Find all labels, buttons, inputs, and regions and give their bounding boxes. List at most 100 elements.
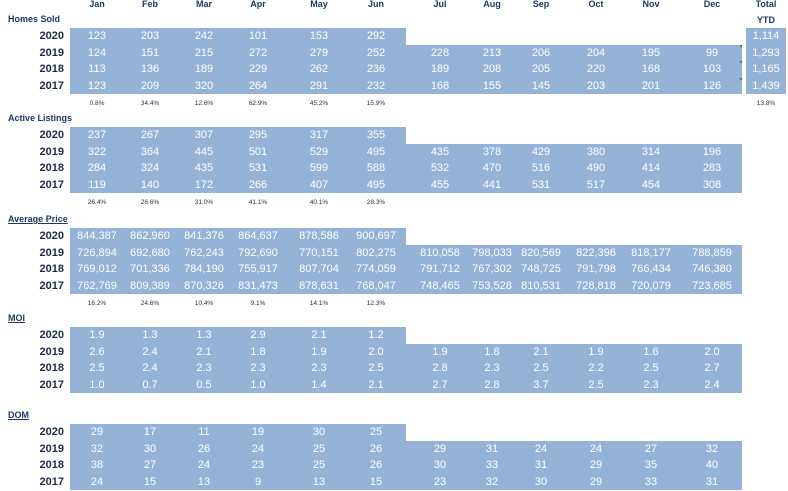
table-cell: 23 xyxy=(433,475,447,488)
table-cell: 262 xyxy=(309,63,329,75)
table-cell: 753,528 xyxy=(472,279,512,292)
table-cell: 124 xyxy=(87,46,107,59)
ytd-cell: 1,439 xyxy=(752,79,780,92)
table-cell: 2.5 xyxy=(89,362,105,374)
table-cell: 2.5 xyxy=(368,362,384,374)
percent-change: 41.1% xyxy=(248,199,268,206)
table-cell: 206 xyxy=(531,46,551,59)
table-cell: 807,704 xyxy=(299,263,339,275)
table-cell: 900,697 xyxy=(356,230,396,242)
table-cell: 317 xyxy=(309,129,329,141)
table-cell: 784,190 xyxy=(184,263,224,275)
rows-band-full xyxy=(70,44,742,94)
table-cell: 272 xyxy=(248,46,268,59)
table-cell: 242 xyxy=(194,30,214,42)
rows-band-full xyxy=(70,440,742,490)
month-header-may: May xyxy=(310,0,328,9)
table-cell: 2.7 xyxy=(432,378,448,391)
table-cell: 25 xyxy=(312,442,326,455)
table-cell: 31 xyxy=(534,459,548,471)
table-cell: 818,177 xyxy=(631,246,671,259)
table-cell: 728,818 xyxy=(576,279,616,292)
table-cell: 15 xyxy=(143,475,157,488)
table-cell: 2.5 xyxy=(588,378,604,391)
percent-change: 9.1% xyxy=(250,300,266,307)
table-cell: 2.5 xyxy=(643,362,659,374)
table-cell: 13 xyxy=(197,475,211,488)
year-label-2017: 2017 xyxy=(39,178,64,191)
table-cell: 32 xyxy=(90,442,104,455)
table-cell: 291 xyxy=(309,79,329,92)
table-cell: 27 xyxy=(143,459,157,471)
table-cell: 308 xyxy=(702,178,722,191)
table-cell: 31 xyxy=(485,442,499,455)
table-cell: 748,725 xyxy=(521,263,561,275)
table-cell: 203 xyxy=(140,30,160,42)
table-cell: 2.4 xyxy=(142,345,158,358)
table-cell: 802,275 xyxy=(356,246,396,259)
month-header-sep: Sep xyxy=(532,0,550,9)
table-cell: 38 xyxy=(90,459,104,471)
table-cell: 774,059 xyxy=(356,263,396,275)
table-cell: 355 xyxy=(366,129,386,141)
table-cell: 284 xyxy=(87,162,107,174)
percent-change: 28.3% xyxy=(366,199,386,206)
table-cell: 380 xyxy=(586,145,606,158)
table-cell: 30 xyxy=(534,475,548,488)
table-cell: 172 xyxy=(194,178,214,191)
table-cell: 26 xyxy=(369,459,383,471)
table-cell: 701,336 xyxy=(130,263,170,275)
total-header: Total xyxy=(755,0,777,9)
table-cell: 1.3 xyxy=(142,329,158,341)
table-cell: 279 xyxy=(309,46,329,59)
month-header-jul: Jul xyxy=(433,0,447,9)
month-header-feb: Feb xyxy=(141,0,158,9)
table-cell: 531 xyxy=(248,162,268,174)
table-cell: 792,690 xyxy=(238,246,278,259)
comment-marker-icon xyxy=(739,44,742,48)
year-label-2019: 2019 xyxy=(39,345,64,358)
year-label-2018: 2018 xyxy=(39,63,64,75)
table-cell: 27 xyxy=(644,442,658,455)
table-cell: 2.1 xyxy=(196,345,212,358)
table-cell: 841,376 xyxy=(184,230,224,242)
month-header-mar: Mar xyxy=(195,0,212,9)
year-label-2017: 2017 xyxy=(39,378,64,391)
table-cell: 168 xyxy=(641,63,661,75)
percent-change: 10.4% xyxy=(194,300,214,307)
percent-change: 12.6% xyxy=(194,100,214,107)
table-cell: 29 xyxy=(589,459,603,471)
table-cell: 215 xyxy=(194,46,214,59)
table-cell: 19 xyxy=(251,426,265,438)
table-cell: 13 xyxy=(312,475,326,488)
table-cell: 766,434 xyxy=(631,263,671,275)
table-cell: 283 xyxy=(702,162,722,174)
percent-change: 40.1% xyxy=(309,199,329,206)
table-cell: 232 xyxy=(366,79,386,92)
table-cell: 155 xyxy=(482,79,502,92)
percent-change: 15.9% xyxy=(366,100,386,107)
table-cell: 195 xyxy=(641,46,661,59)
percent-change: 26.4% xyxy=(87,199,107,206)
year-label-2019: 2019 xyxy=(39,246,64,259)
table-cell: 445 xyxy=(194,145,214,158)
table-cell: 810,058 xyxy=(420,246,460,259)
table-cell: 196 xyxy=(702,145,722,158)
table-cell: 878,631 xyxy=(299,279,339,292)
table-cell: 2.2 xyxy=(588,362,604,374)
table-cell: 252 xyxy=(366,46,386,59)
percent-change: 31.0% xyxy=(194,199,214,206)
table-cell: 29 xyxy=(90,426,104,438)
table-cell: 324 xyxy=(140,162,160,174)
table-cell: 470 xyxy=(482,162,502,174)
table-cell: 189 xyxy=(194,63,214,75)
table-cell: 770,151 xyxy=(299,246,339,259)
table-cell: 588 xyxy=(366,162,386,174)
ytd-band xyxy=(746,28,786,94)
table-cell: 213 xyxy=(482,46,502,59)
table-cell: 2.4 xyxy=(704,378,720,391)
section-title-average-price: Average Price xyxy=(8,214,68,224)
table-cell: 205 xyxy=(531,63,551,75)
table-cell: 769,012 xyxy=(77,263,117,275)
table-cell: 2.7 xyxy=(704,362,720,374)
